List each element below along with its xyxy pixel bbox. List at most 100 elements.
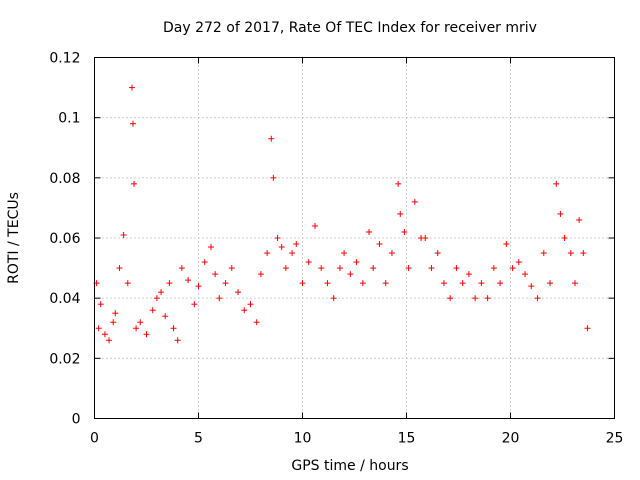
data-point <box>268 135 275 142</box>
data-point <box>162 313 169 320</box>
data-point <box>128 84 135 91</box>
data-point <box>324 280 331 287</box>
data-point <box>95 325 102 332</box>
data-point <box>411 198 418 205</box>
data-point <box>101 331 108 338</box>
data-point <box>241 307 248 314</box>
data-point <box>153 295 160 302</box>
data-point <box>129 120 136 127</box>
data-point <box>553 180 560 187</box>
data-point <box>191 301 198 308</box>
data-point <box>299 280 306 287</box>
data-point <box>97 301 104 308</box>
data-point <box>459 280 466 287</box>
data-point <box>116 265 123 272</box>
data-point <box>305 259 312 266</box>
data-point <box>465 271 472 278</box>
y-tick-label: 0.06 <box>49 231 80 247</box>
data-point <box>490 265 497 272</box>
data-point <box>580 250 587 257</box>
data-point <box>216 295 223 302</box>
data-point <box>561 235 568 241</box>
data-point <box>170 325 177 332</box>
y-tick-label: 0.12 <box>49 51 80 67</box>
data-point <box>166 280 173 287</box>
data-point <box>311 222 318 229</box>
data-point <box>422 235 429 241</box>
data-point <box>341 250 348 257</box>
data-point <box>359 280 366 287</box>
data-point <box>370 265 377 272</box>
data-point <box>158 289 165 296</box>
data-point <box>282 265 289 272</box>
data-point <box>247 301 254 308</box>
data-point <box>106 337 113 344</box>
data-point <box>330 295 337 302</box>
data-point <box>120 231 127 238</box>
x-tick-label: 20 <box>502 431 520 447</box>
data-point <box>318 265 325 272</box>
data-points <box>93 84 591 344</box>
data-point <box>178 265 185 272</box>
y-tick-label: 0.04 <box>49 291 80 307</box>
data-point <box>289 250 296 257</box>
data-point <box>253 319 260 326</box>
data-point <box>503 241 510 248</box>
data-point <box>110 319 117 326</box>
data-point <box>293 241 300 248</box>
x-tick-labels: 0 5 10 15 20 25 <box>90 431 623 447</box>
data-point <box>336 265 343 272</box>
data-point <box>382 280 389 287</box>
axis-ticks <box>94 57 615 419</box>
data-point <box>388 250 395 257</box>
data-point <box>124 280 131 287</box>
data-point <box>201 259 208 266</box>
data-point <box>584 325 591 332</box>
data-point <box>143 331 150 338</box>
data-point <box>434 250 441 257</box>
data-point <box>557 210 564 217</box>
data-point <box>137 319 144 326</box>
x-tick-label: 15 <box>398 431 416 447</box>
data-point <box>405 265 412 272</box>
data-point <box>428 265 435 272</box>
grid-lines <box>94 57 615 419</box>
data-point <box>195 283 202 290</box>
data-point <box>270 174 277 181</box>
data-point <box>401 228 408 235</box>
data-point <box>571 280 578 287</box>
data-point <box>366 228 373 235</box>
data-point <box>576 216 583 223</box>
data-point <box>547 280 554 287</box>
data-point <box>274 235 281 241</box>
data-point <box>212 271 219 278</box>
data-point <box>497 280 504 287</box>
data-point <box>509 265 516 272</box>
data-point <box>131 180 138 187</box>
x-tick-label: 10 <box>294 431 312 447</box>
data-point <box>397 210 404 217</box>
data-point <box>478 280 485 287</box>
x-tick-label: 0 <box>90 431 99 447</box>
data-point <box>112 310 119 317</box>
data-point <box>228 265 235 272</box>
data-point <box>515 259 522 266</box>
chart-title: Day 272 of 2017, Rate Of TEC Index for r… <box>163 20 537 36</box>
data-point <box>522 271 529 278</box>
data-point <box>257 271 264 278</box>
data-point <box>133 325 140 332</box>
y-tick-label: 0.02 <box>49 351 80 367</box>
data-point <box>440 280 447 287</box>
data-point <box>347 271 354 278</box>
data-point <box>528 283 535 290</box>
y-tick-label: 0 <box>72 412 81 428</box>
data-point <box>222 280 229 287</box>
data-point <box>174 337 181 344</box>
y-tick-label: 0.1 <box>58 111 80 127</box>
data-point <box>264 250 271 257</box>
data-point <box>353 259 360 266</box>
data-point <box>149 307 156 314</box>
data-point <box>395 180 402 187</box>
data-point <box>534 295 541 302</box>
